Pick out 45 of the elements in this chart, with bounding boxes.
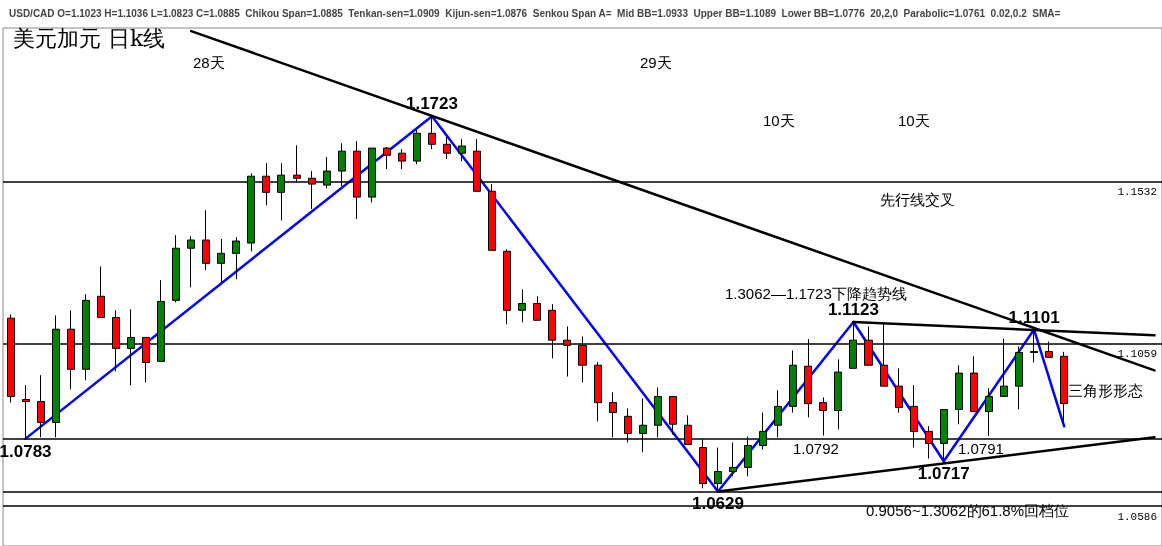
annotation: 1.0792 [793, 440, 839, 457]
candlestick [533, 295, 541, 321]
data-label: 1.0783 [0, 441, 52, 461]
candlestick [518, 288, 526, 323]
candlestick [503, 248, 511, 325]
candlestick [970, 355, 978, 413]
candlestick [895, 367, 903, 414]
annotation: 先行线交叉 [880, 191, 955, 208]
candlestick [172, 234, 180, 303]
candlestick [202, 209, 210, 271]
data-label: 1.1723 [405, 94, 458, 114]
chart-title: 美元加元 日k线 [13, 25, 166, 51]
annotation: 1.0791 [958, 440, 1004, 457]
candlestick [217, 238, 225, 283]
candlestick [232, 236, 240, 280]
ref-line-label: 1.1532 [1117, 186, 1157, 199]
ref-line-label: 1.1059 [1117, 348, 1157, 361]
candlestick [955, 364, 963, 425]
annotation: 1.3062—1.1723下降趋势线 [725, 285, 907, 302]
chart-subtitle: USD/CAD O=1.1023 H=1.1036 L=1.0823 C=1.0885 Chikou Span=1.0885 Tenkan-sen=1.0909 Kijun-sen=1.0876 Senkou Span A= Mid BB=1.0933 Upper BB=1.1089 Lower BB=1.0776 20,2,0 Parabolic=1.0761 0.02,0.2 SMA= [9, 7, 1061, 19]
candlestick [789, 349, 797, 414]
candlestick [187, 235, 195, 288]
candlestick [97, 265, 105, 319]
candlestick [413, 128, 421, 165]
annotation: 28天 [193, 54, 225, 71]
candlestick [428, 115, 436, 150]
candlestick [819, 396, 827, 437]
annotation: 0.9056~1.3062的61.8%回档位 [866, 502, 1070, 519]
annotation: 10天 [763, 112, 795, 129]
candlestick [383, 146, 391, 170]
candlestick [834, 358, 842, 430]
annotation: 10天 [898, 112, 930, 129]
candlestick [594, 361, 602, 422]
candlestick [458, 138, 466, 162]
candlestick [443, 136, 451, 160]
candlestick [1060, 351, 1068, 426]
candlestick [729, 441, 737, 477]
annotation: 三角形形态 [1068, 382, 1143, 399]
candlestick [398, 148, 406, 170]
candlestick [985, 387, 993, 437]
annotation: 29天 [640, 54, 672, 71]
data-label: 1.0717 [917, 464, 970, 484]
ref-line-label: 1.0586 [1117, 510, 1157, 523]
data-label: 1.1101 [1008, 307, 1060, 327]
candlestick [669, 395, 677, 436]
